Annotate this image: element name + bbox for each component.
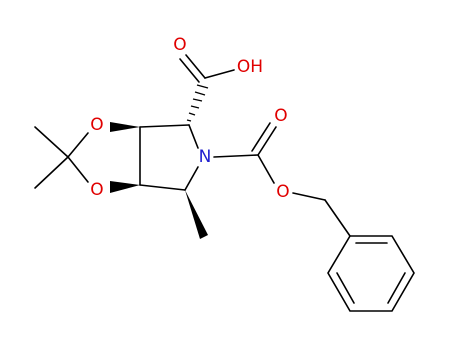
bond — [67, 156, 89, 183]
bond — [185, 54, 206, 79]
atom-label: O — [276, 182, 289, 202]
bold-wedge — [110, 181, 140, 193]
atom-label: O — [274, 106, 287, 126]
atom-label: N — [199, 147, 212, 167]
atom-label: O — [90, 180, 103, 200]
bond — [34, 156, 69, 189]
bond — [387, 272, 406, 304]
hashed-wedge — [186, 84, 209, 122]
bonds — [34, 54, 415, 312]
bond — [292, 192, 326, 201]
atom-label: OH — [237, 57, 263, 77]
bond — [257, 154, 275, 184]
bond — [139, 184, 186, 191]
bond — [257, 126, 277, 156]
bond — [67, 132, 89, 158]
bond — [204, 69, 235, 79]
bond — [34, 126, 69, 158]
atom-label: O — [90, 115, 103, 135]
atom-label: O — [173, 35, 186, 55]
bond — [139, 124, 190, 128]
bond — [324, 199, 351, 237]
bond — [213, 154, 259, 158]
bold-wedge — [110, 122, 140, 132]
bond — [251, 122, 271, 152]
bond — [188, 124, 199, 149]
benzene-ring — [327, 235, 415, 312]
bond — [336, 272, 355, 304]
bond — [184, 166, 199, 191]
bond — [179, 58, 200, 83]
bold-wedge — [185, 190, 208, 239]
